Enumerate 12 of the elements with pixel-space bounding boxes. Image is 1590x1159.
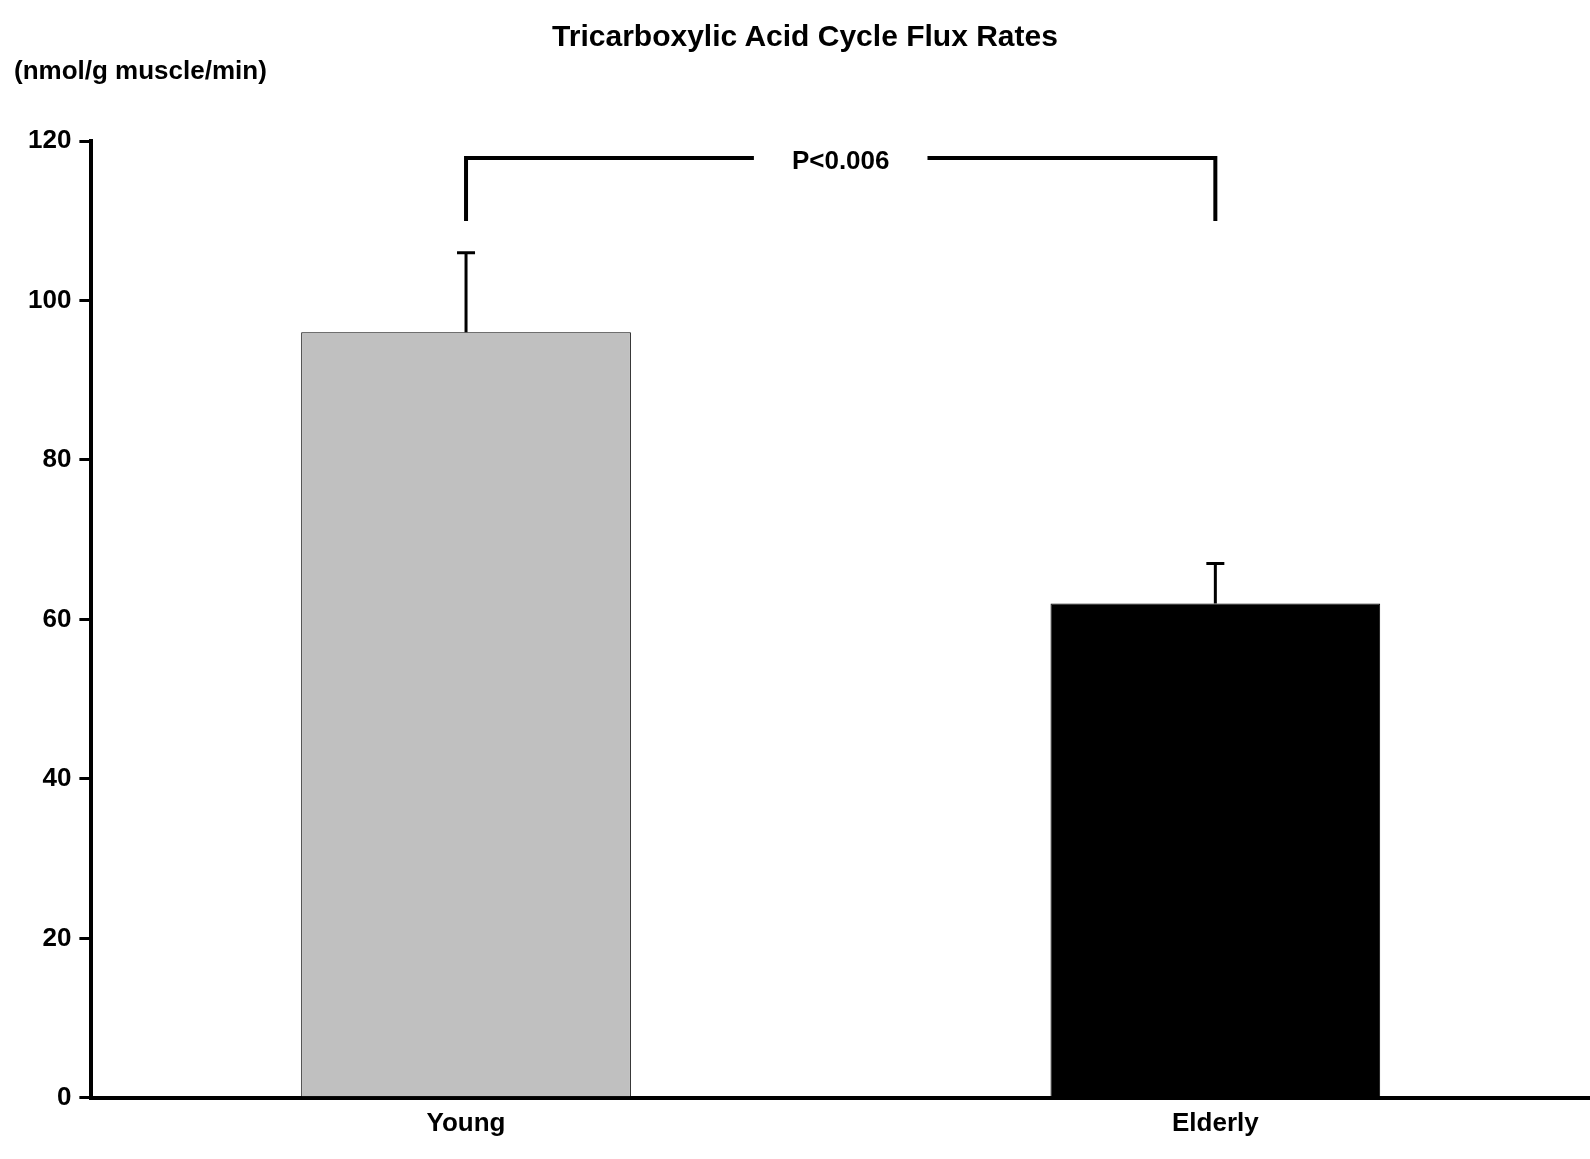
y-tick-label: 20 [42, 921, 72, 952]
y-tick-label: 40 [42, 762, 72, 793]
y-axis-title: (nmol/g muscle/min) [14, 55, 267, 86]
y-tick-label: 60 [42, 602, 72, 633]
chart-title: Tricarboxylic Acid Cycle Flux Rates [552, 19, 1058, 53]
x-tick-label: Elderly [1171, 1106, 1260, 1137]
y-tick-label: 0 [56, 1080, 72, 1111]
y-tick-label: 100 [27, 283, 72, 314]
y-tick-label: 80 [42, 443, 72, 474]
x-tick-label: Young [426, 1106, 506, 1137]
annotation: P<0.006 [791, 145, 890, 176]
y-tick-label: 120 [27, 124, 72, 155]
